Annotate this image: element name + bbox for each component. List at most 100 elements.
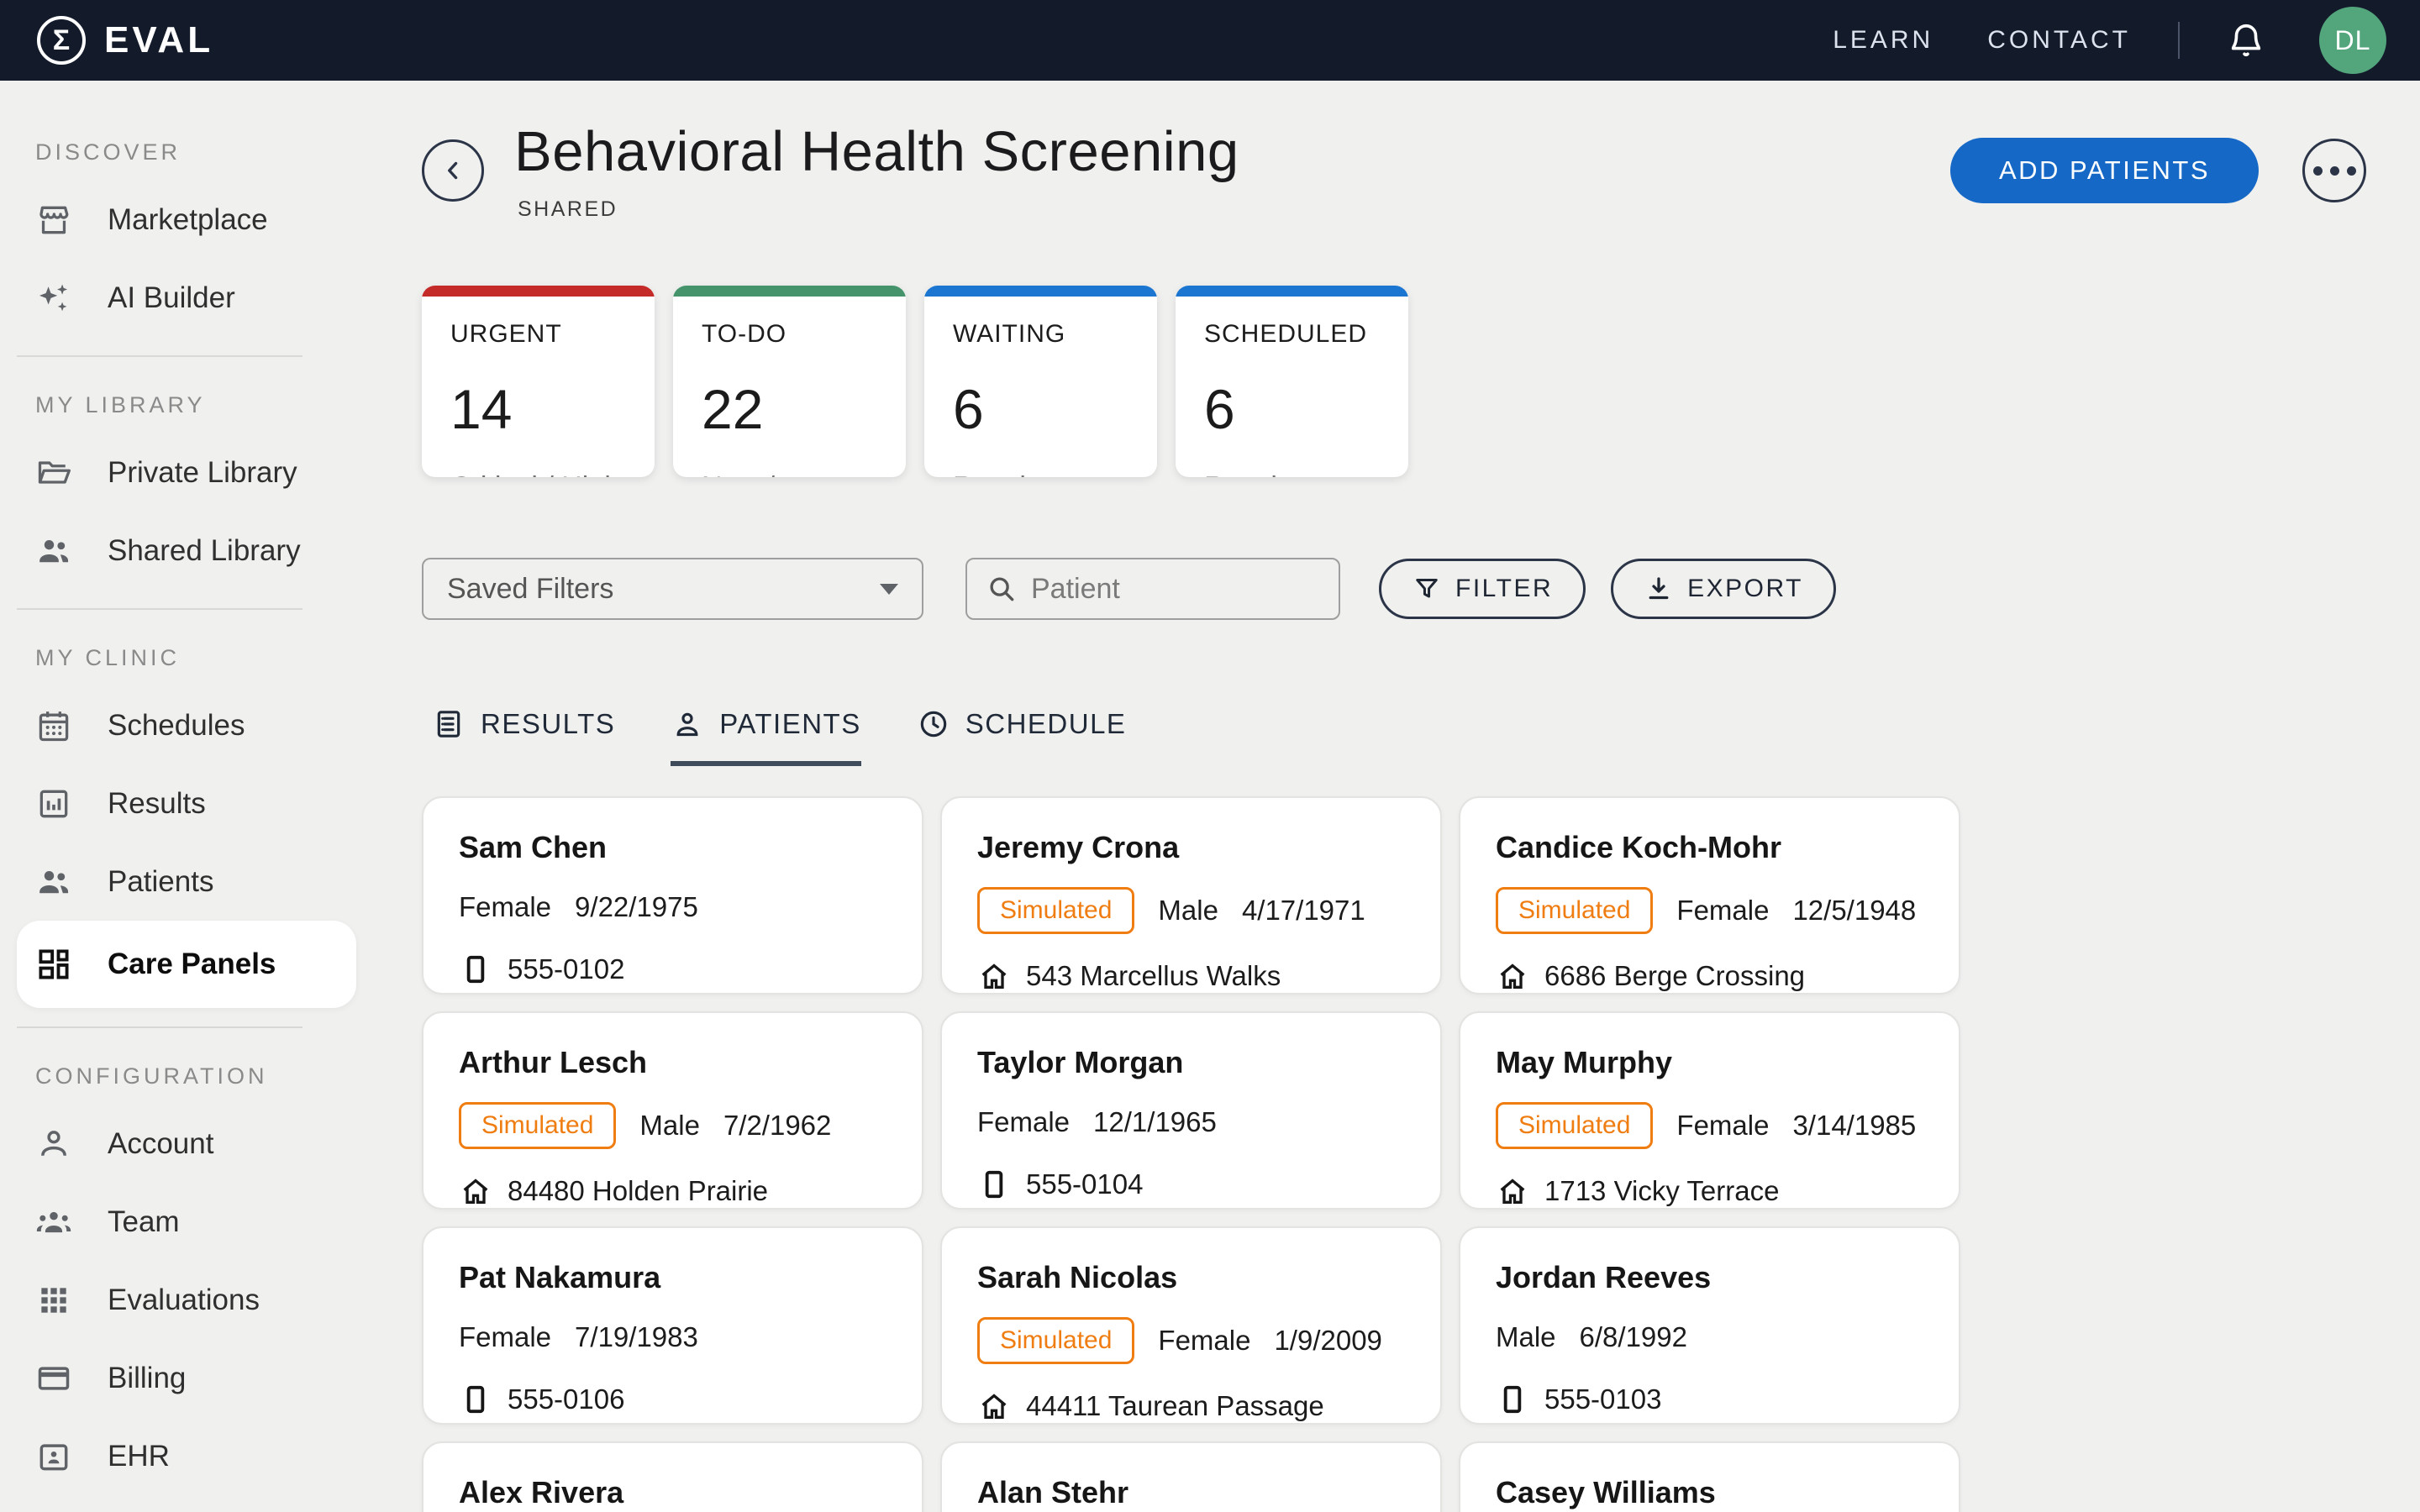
sidebar-item-patients[interactable]: Patients: [0, 843, 356, 921]
saved-filters-select[interactable]: Saved Filters: [422, 558, 923, 620]
stat-value: 6: [1204, 378, 1235, 440]
smartphone-icon: [1496, 1383, 1529, 1416]
brand[interactable]: Σ EVAL: [37, 16, 213, 65]
notification-bell-icon[interactable]: [2227, 21, 2265, 60]
stat-label: TO-DO: [702, 320, 787, 348]
patient-name: Pat Nakamura: [459, 1260, 661, 1294]
stat-color-bar: [1176, 286, 1408, 297]
patient-card-casey-williams[interactable]: Casey Williams: [1459, 1441, 1960, 1512]
dot: [2346, 165, 2356, 176]
smartphone-icon: [459, 953, 492, 986]
patient-name: May Murphy: [1496, 1045, 1673, 1079]
patient-card-pat-nakamura[interactable]: Pat Nakamura Female 7/19/1983 555-0106: [422, 1226, 923, 1425]
nav-link-learn[interactable]: LEARN: [1833, 26, 1934, 54]
sidebar-item-label: Schedules: [108, 708, 245, 742]
sidebar-item-marketplace[interactable]: Marketplace: [0, 181, 356, 259]
nav-link-contact[interactable]: CONTACT: [1987, 26, 2131, 54]
sidebar-item-label: Shared Library: [108, 533, 301, 567]
tab-label: RESULTS: [481, 708, 616, 739]
tab-schedule[interactable]: SCHEDULE: [917, 707, 1127, 766]
sidebar-item-private-library[interactable]: Private Library: [0, 433, 356, 512]
sidebar-item-evaluations[interactable]: Evaluations: [0, 1261, 356, 1339]
stat-cards: URGENT 14 Critical / High TO-DO 22 New /…: [422, 286, 2366, 477]
stat-card-waiting[interactable]: WAITING 6 Results: [924, 286, 1157, 477]
patient-card-taylor-morgan[interactable]: Taylor Morgan Female 12/1/1965 555-0104: [940, 1011, 1442, 1210]
people-icon: [35, 533, 72, 570]
patient-card-may-murphy[interactable]: May Murphy Simulated Female 3/14/1985 17…: [1459, 1011, 1960, 1210]
patient-search-input[interactable]: [1031, 572, 1320, 606]
clock-icon: [917, 707, 950, 741]
patient-card-jeremy-crona[interactable]: Jeremy Crona Simulated Male 4/17/1971 54…: [940, 796, 1442, 995]
patient-address: 6686 Berge Crossing: [1544, 960, 1806, 991]
sidebar-item-ehr[interactable]: EHR: [0, 1417, 356, 1495]
person-outline-icon: [671, 707, 704, 741]
main-content: Behavioral Health Screening SHARED ADD P…: [373, 81, 2420, 1512]
storefront-icon: [35, 202, 72, 239]
patient-gender: Male: [1496, 1321, 1556, 1352]
home-icon: [1496, 959, 1529, 993]
export-button-label: EXPORT: [1687, 575, 1803, 602]
patient-dob: 12/1/1965: [1093, 1106, 1217, 1137]
patient-search[interactable]: [965, 558, 1340, 620]
tab-results[interactable]: RESULTS: [432, 707, 615, 766]
sidebar-item-label: Results: [108, 786, 206, 820]
user-avatar[interactable]: DL: [2319, 7, 2386, 74]
patient-card-candice-koch-mohr[interactable]: Candice Koch-Mohr Simulated Female 12/5/…: [1459, 796, 1960, 995]
sidebar-item-account[interactable]: Account: [0, 1105, 356, 1183]
patient-phone: 555-0104: [1026, 1168, 1144, 1200]
stat-card-scheduled[interactable]: SCHEDULED 6 Results: [1176, 286, 1408, 477]
sidebar-divider: [17, 1026, 302, 1028]
sidebar-item-billing[interactable]: Billing: [0, 1339, 356, 1417]
sparkles-icon: [35, 280, 72, 317]
patient-dob: 1/9/2009: [1274, 1325, 1382, 1356]
more-options-button[interactable]: [2302, 139, 2366, 202]
folder-open-icon: [35, 454, 72, 491]
simulated-badge: Simulated: [977, 887, 1135, 934]
page-title: Behavioral Health Screening: [514, 120, 1239, 183]
patient-card-jordan-reeves[interactable]: Jordan Reeves Male 6/8/1992 555-0103: [1459, 1226, 1960, 1425]
stat-card-todo[interactable]: TO-DO 22 New / Pending: [673, 286, 906, 477]
dot: [2329, 165, 2339, 176]
patient-name: Casey Williams: [1496, 1475, 1716, 1509]
care-panels-dashboard-icon: [35, 946, 72, 983]
patients-people-icon: [35, 864, 72, 900]
stat-label: SCHEDULED: [1204, 320, 1368, 348]
add-patients-button[interactable]: ADD PATIENTS: [1949, 138, 2259, 203]
sidebar-section-my-library: MY LIBRARY: [35, 392, 206, 417]
patient-name: Candice Koch-Mohr: [1496, 830, 1782, 864]
sidebar-item-schedules[interactable]: Schedules: [0, 686, 356, 764]
patient-dob: 9/22/1975: [575, 891, 698, 922]
patient-card-alex-rivera[interactable]: Alex Rivera: [422, 1441, 923, 1512]
back-button[interactable]: [422, 139, 484, 202]
stat-color-bar: [422, 286, 655, 297]
patient-card-sam-chen[interactable]: Sam Chen Female 9/22/1975 555-0102: [422, 796, 923, 995]
sidebar-item-label: EHR: [108, 1439, 170, 1473]
patient-card-arthur-lesch[interactable]: Arthur Lesch Simulated Male 7/2/1962 844…: [422, 1011, 923, 1210]
patient-name: Jordan Reeves: [1496, 1260, 1712, 1294]
bar-chart-icon: [35, 785, 72, 822]
badge-icon: [35, 1438, 72, 1475]
tab-label: PATIENTS: [719, 708, 861, 739]
filter-button[interactable]: FILTER: [1379, 559, 1586, 619]
credit-card-icon: [35, 1360, 72, 1397]
tab-patients[interactable]: PATIENTS: [671, 707, 861, 766]
sidebar-item-results[interactable]: Results: [0, 764, 356, 843]
patient-dob: 3/14/1985: [1792, 1110, 1917, 1141]
sidebar-item-team[interactable]: Team: [0, 1183, 356, 1261]
apps-grid-icon: [35, 1282, 72, 1319]
patient-card-sarah-nicolas[interactable]: Sarah Nicolas Simulated Female 1/9/2009 …: [940, 1226, 1442, 1425]
sidebar-item-label: Billing: [108, 1361, 187, 1394]
stat-card-urgent[interactable]: URGENT 14 Critical / High: [422, 286, 655, 477]
dot: [2312, 165, 2323, 176]
sidebar-item-ai-builder[interactable]: AI Builder: [0, 259, 356, 337]
patient-card-alan-stehr[interactable]: Alan Stehr: [940, 1441, 1442, 1512]
sidebar-item-care-panels[interactable]: Care Panels: [17, 921, 356, 1008]
sidebar-item-shared-library[interactable]: Shared Library: [0, 512, 356, 590]
patient-phone: 555-0102: [508, 953, 625, 984]
sidebar-section-my-clinic: MY CLINIC: [35, 645, 181, 670]
stat-value: 6: [953, 378, 984, 440]
patient-grid: Sam Chen Female 9/22/1975 555-0102 Jerem…: [422, 796, 2366, 1512]
groups-icon: [35, 1204, 72, 1241]
export-button[interactable]: EXPORT: [1611, 559, 1836, 619]
patient-name: Sam Chen: [459, 830, 608, 864]
